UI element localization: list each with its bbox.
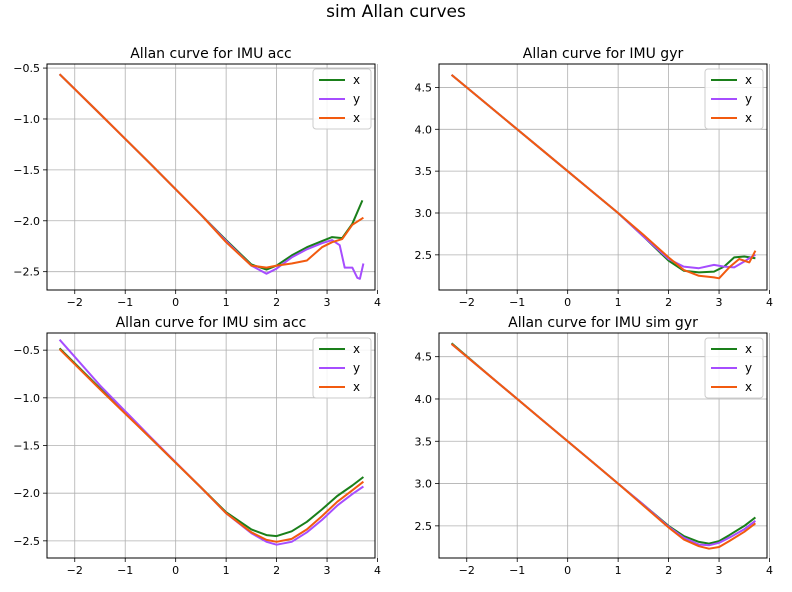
legend: xyx (312, 68, 372, 130)
x-tick-label: 1 (223, 564, 230, 577)
legend-label-1: x (745, 342, 752, 356)
y-tick-label: 4.5 (415, 351, 433, 364)
axes-frame (46, 63, 376, 291)
x-tick-label: −2 (459, 564, 475, 577)
chart-panel-4: −2 −1 0 1 2 3 4 2.5 3.0 3.5 4.0 4.5 Allan curve for … (415, 315, 774, 577)
legend-label-1: x (353, 73, 360, 87)
y-tick-label: −1.5 (13, 440, 40, 453)
legend: xyx (312, 337, 372, 399)
legend-label-2: y (745, 361, 752, 375)
figure-suptitle: sim Allan curves (326, 2, 466, 22)
x-tick-label: 0 (564, 564, 571, 577)
y-tick-label: −1.0 (13, 113, 40, 126)
series-line-3 (450, 74, 757, 280)
legend-label-1: x (745, 73, 752, 87)
x-tick-label: −2 (67, 564, 83, 577)
x-tick-label: 4 (374, 296, 381, 309)
x-tick-label: 3 (716, 296, 723, 309)
series-line-3 (58, 73, 364, 269)
x-tick-label: 0 (172, 564, 179, 577)
x-tick-label: 1 (615, 296, 622, 309)
axes-frame (438, 63, 768, 291)
x-tick-label: 2 (665, 296, 672, 309)
x-tick-label: 0 (172, 296, 179, 309)
legend-label-2: y (353, 92, 360, 106)
chart-panel-3: −2 −1 0 1 2 3 4 −2.5 −2.0 −1.5 −1.0 −0.5 Allan curve… (13, 315, 381, 577)
y-tick-label: 2.5 (415, 520, 433, 533)
y-tick-label: 2.5 (415, 249, 433, 262)
legend-label-3: x (353, 111, 360, 125)
y-tick-label: −2.0 (13, 487, 40, 500)
x-tick-label: 2 (273, 564, 280, 577)
x-tick-label: 2 (665, 564, 672, 577)
y-tick-label: 4.0 (415, 393, 433, 406)
panel-title: Allan curve for IMU sim acc (116, 315, 307, 331)
chart-panel-1: −2 −1 0 1 2 3 4 −2.5 −2.0 −1.5 −1.0 −0.5 Allan curve… (13, 46, 381, 309)
x-tick-label: 4 (374, 564, 381, 577)
y-tick-label: −2.5 (13, 535, 40, 548)
x-tick-label: −2 (67, 296, 83, 309)
legend-label-2: y (353, 361, 360, 375)
y-tick-label: −2.0 (13, 215, 40, 228)
y-tick-label: 3.0 (415, 478, 433, 491)
x-tick-label: −1 (117, 296, 133, 309)
y-tick-label: 3.5 (415, 165, 433, 178)
y-tick-label: −2.5 (13, 266, 40, 279)
x-tick-label: 1 (223, 296, 230, 309)
chart-panel-2: −2 −1 0 1 2 3 4 2.5 3.0 3.5 4.0 4.5 Allan curve for … (415, 46, 774, 309)
legend-label-3: x (745, 380, 752, 394)
axes-frame (438, 332, 768, 559)
x-tick-label: 4 (766, 564, 773, 577)
panel-title: Allan curve for IMU sim gyr (508, 315, 698, 331)
x-tick-label: −1 (509, 564, 525, 577)
series-line-3 (450, 343, 757, 550)
legend-label-3: x (353, 380, 360, 394)
y-tick-label: −0.5 (13, 62, 40, 75)
panel-title: Allan curve for IMU gyr (523, 46, 684, 62)
legend-label-3: x (745, 111, 752, 125)
x-tick-label: 3 (716, 564, 723, 577)
y-tick-label: −0.5 (13, 344, 40, 357)
x-tick-label: 1 (615, 564, 622, 577)
y-tick-label: 3.5 (415, 435, 433, 448)
panel-title: Allan curve for IMU acc (130, 46, 292, 62)
x-tick-label: 3 (324, 296, 331, 309)
legend: xyx (704, 337, 764, 399)
x-tick-label: 2 (273, 296, 280, 309)
y-tick-label: 4.0 (415, 123, 433, 136)
x-tick-label: −2 (459, 296, 475, 309)
x-tick-label: 3 (324, 564, 331, 577)
legend: xyx (704, 68, 764, 130)
y-tick-label: 3.0 (415, 207, 433, 220)
x-tick-label: 0 (564, 296, 571, 309)
x-tick-label: −1 (117, 564, 133, 577)
x-tick-label: −1 (509, 296, 525, 309)
y-tick-label: 4.5 (415, 81, 433, 94)
legend-label-2: y (745, 92, 752, 106)
x-tick-label: 4 (766, 296, 773, 309)
y-tick-label: −1.0 (13, 392, 40, 405)
axes-frame (46, 332, 376, 559)
legend-label-1: x (353, 342, 360, 356)
y-tick-label: −1.5 (13, 164, 40, 177)
series-line-3 (58, 348, 365, 543)
